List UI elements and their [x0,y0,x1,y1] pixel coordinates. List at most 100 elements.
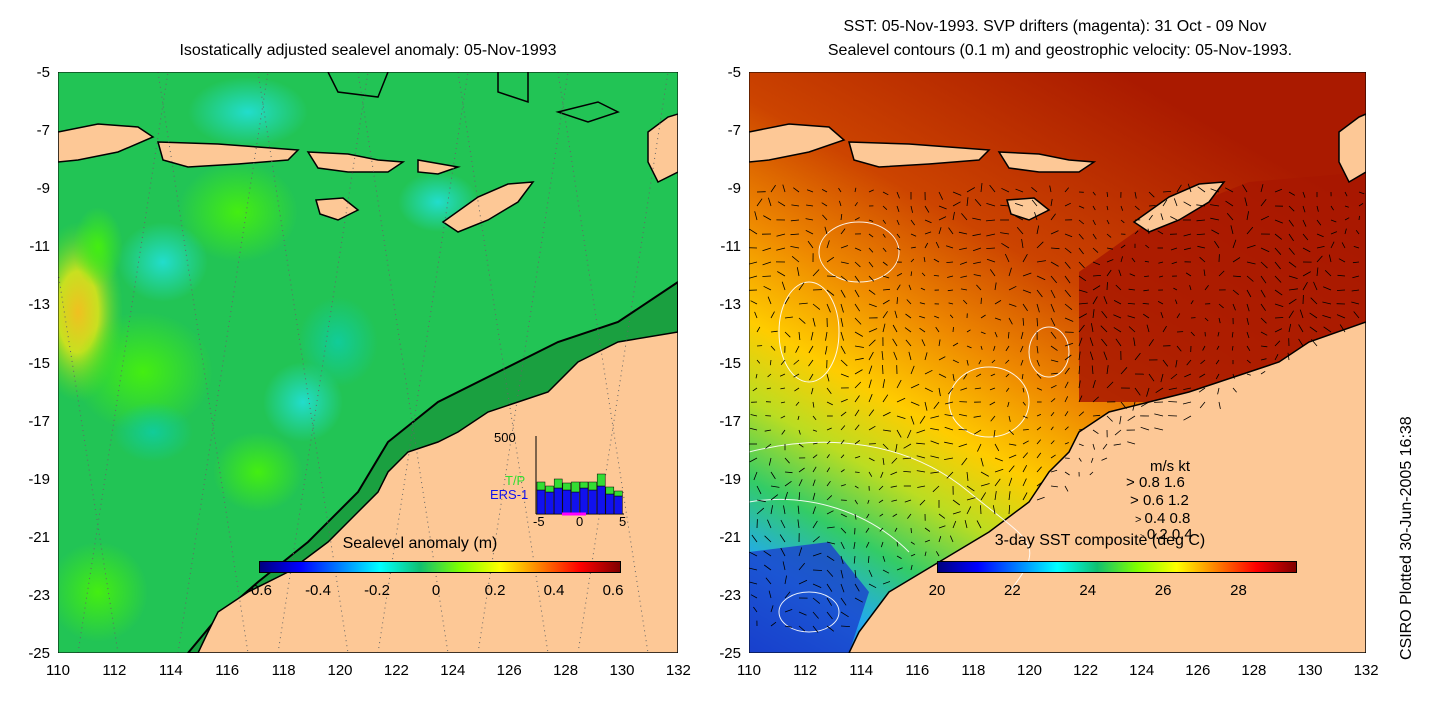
histogram-ers-bar [588,489,597,515]
velocity-arrow [749,261,758,265]
velocity-arrow [825,331,828,341]
velocity-arrow [1078,380,1081,389]
right-x-tick-4: 118 [961,662,986,679]
velocity-arrow [980,314,986,319]
velocity-arrow [854,317,862,325]
velocity-arrow [795,401,800,406]
velocity-arrow [1352,275,1360,279]
velocity-arrow [868,569,873,577]
velocity-arrow [854,424,860,431]
right-x-tick-9: 128 [1241,662,1267,679]
velocity-arrow [930,455,940,459]
velocity-arrow [838,187,842,193]
inset-legend-tp: T/P [505,473,526,488]
velocity-arrow [1120,244,1126,249]
velocity-arrow [1036,466,1042,473]
velocity-arrow [769,359,772,366]
velocity-arrow [904,327,912,333]
velocity-arrow [910,383,920,389]
velocity-arrow [1008,303,1017,307]
velocity-arrow [980,345,983,350]
right-y-tick-2: -9 [727,180,741,198]
velocity-arrow [1182,401,1192,405]
velocity-arrow [840,583,845,593]
velocity-arrow [854,369,863,375]
velocity-arrow [826,373,830,382]
velocity-arrow [1199,401,1206,409]
right-x-tick-6: 122 [1073,662,1099,679]
velocity-arrow [933,258,940,263]
histogram-tp-bar [588,481,597,491]
velocity-arrow [933,401,940,410]
velocity-arrow [934,315,940,319]
velocity-arrow [1078,324,1085,333]
velocity-arrow [840,245,849,249]
velocity-arrow [1339,324,1346,333]
velocity-arrow [826,569,834,577]
velocity-arrow [896,379,902,389]
velocity-arrow [1199,256,1206,263]
velocity-arrow [973,415,982,418]
velocity-arrow [765,443,772,449]
velocity-arrow [910,365,915,375]
velocity-legend-row-2-text: 0.4 0.8 [1144,510,1191,527]
velocity-arrow [972,217,982,221]
right-y-tick-0: -5 [727,64,741,81]
velocity-arrow [868,409,875,417]
velocity-arrow [1260,331,1268,336]
velocity-arrow [812,625,819,633]
velocity-arrow [1226,212,1234,221]
inset-legend-ers: ERS-1 [490,487,529,502]
velocity-arrow [854,247,862,251]
velocity-arrow [952,211,955,221]
velocity-arrow [1146,324,1150,333]
velocity-arrow [1021,373,1024,380]
velocity-arrow [1092,205,1096,211]
velocity-arrow [1020,359,1024,366]
velocity-arrow [1022,452,1029,459]
velocity-arrow [826,510,834,515]
left-colorbar-tick-1: -0.4 [305,582,331,599]
velocity-arrow [1183,201,1192,207]
velocity-arrow [882,275,890,279]
velocity-arrow [1344,217,1350,221]
velocity-arrow [762,247,772,252]
velocity-arrow [882,429,892,432]
velocity-arrow [1344,191,1348,197]
velocity-arrow [882,288,891,291]
velocity-arrow [903,471,912,473]
velocity-arrow [1050,317,1056,326]
velocity-arrow [1128,288,1136,291]
velocity-arrow [1148,191,1155,198]
velocity-arrow [1101,310,1108,319]
velocity-arrow [1274,233,1283,240]
velocity-arrow [966,345,972,349]
velocity-arrow [798,467,805,473]
velocity-arrow [1022,303,1028,312]
velocity-arrow [1337,274,1346,277]
velocity-arrow [812,415,817,421]
velocity-arrow [854,275,860,283]
velocity-arrow [966,359,969,366]
velocity-arrow [840,275,848,282]
velocity-arrow [840,411,847,417]
velocity-arrow [1134,387,1141,396]
velocity-arrow [949,314,954,319]
velocity-arrow [1218,270,1225,277]
velocity-arrow [798,282,805,291]
histogram-ers-bar [545,491,554,515]
velocity-arrow [777,271,786,277]
velocity-arrow [952,373,955,382]
velocity-arrow [1323,326,1332,333]
velocity-arrow [1175,299,1178,305]
velocity-arrow [767,519,772,529]
histogram-ers-bar [596,485,606,515]
velocity-arrow [1134,191,1137,199]
velocity-arrow [1050,469,1058,473]
velocity-arrow [930,428,940,431]
velocity-arrow [992,505,996,515]
velocity-arrow [905,339,912,347]
velocity-arrow [902,457,912,460]
velocity-arrow [1064,426,1069,431]
velocity-arrow [1184,247,1192,251]
